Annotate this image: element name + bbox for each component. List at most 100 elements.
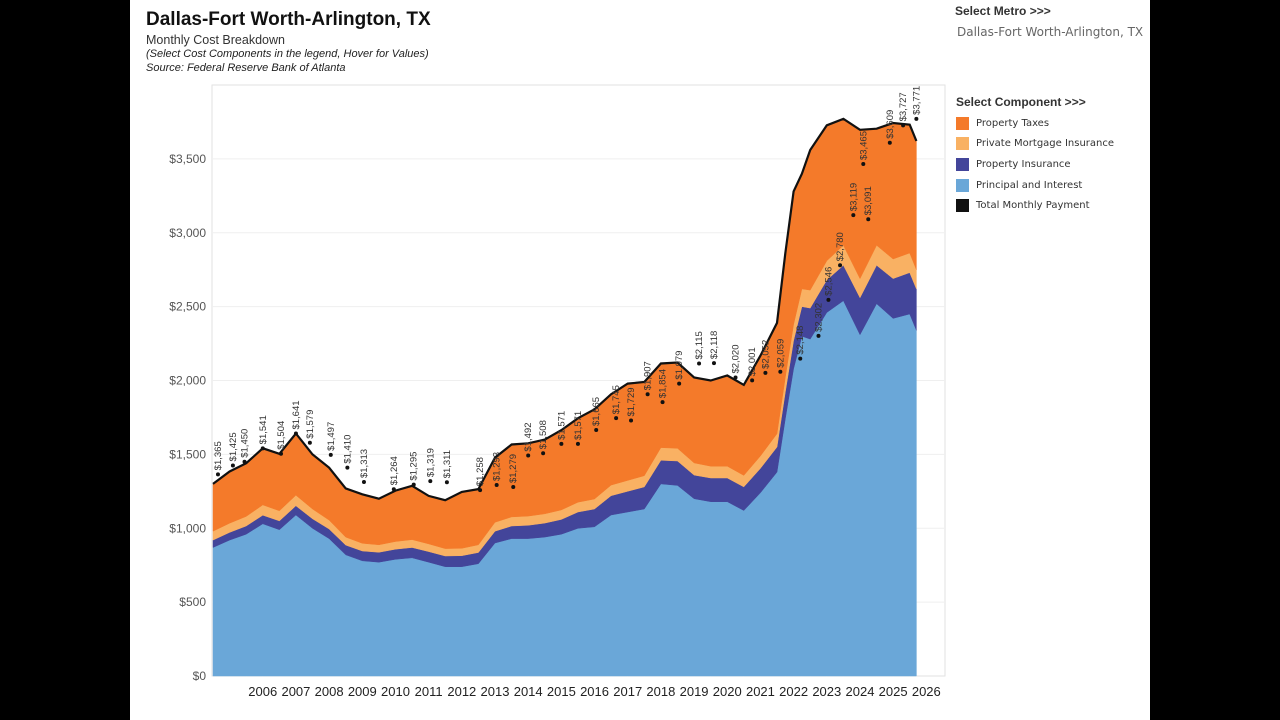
legend-item-principal-and-interest[interactable]: Principal and Interest (956, 175, 1114, 196)
legend-label: Property Insurance (976, 158, 1071, 170)
legend-swatch-property-taxes (956, 116, 969, 130)
data-label: $3,727 (898, 92, 909, 121)
data-label: $2,059 (775, 339, 786, 368)
data-label: $3,609 (885, 110, 896, 139)
legend-item-private-mortgage-insurance[interactable]: Private Mortgage Insurance (956, 134, 1114, 155)
data-label: $1,258 (475, 457, 486, 486)
data-label: $1,492 (523, 422, 534, 451)
stacked-area-chart: $0 $500 $1,000 $1,500 $2,000 $2,500 $3,000 $3,5… (169, 84, 946, 699)
data-label: $1,295 (409, 452, 420, 481)
data-label: $2,118 (709, 331, 720, 359)
data-label: $1,497 (326, 422, 337, 451)
data-label: $1,641 (291, 400, 302, 429)
total-payment-line (212, 117, 918, 502)
data-label: $2,546 (823, 267, 834, 296)
total-point-marker (629, 418, 634, 423)
data-label: $1,410 (342, 435, 353, 464)
x-tick-label: 2008 (315, 684, 344, 699)
y-tick-label: $0 (193, 669, 207, 683)
data-label: $1,541 (258, 415, 269, 444)
total-point-marker (361, 480, 366, 485)
data-label: $2,148 (795, 326, 806, 355)
y-tick-label: $1,000 (169, 521, 206, 535)
data-label: $1,319 (425, 448, 436, 477)
data-label: $1,264 (389, 456, 400, 485)
data-label: $2,115 (694, 331, 705, 359)
data-label: $1,745 (611, 385, 622, 414)
total-point-marker (478, 488, 483, 493)
legend-item-total-monthly-payment[interactable]: Total Monthly Payment (956, 195, 1114, 216)
x-tick-label: 2018 (646, 684, 675, 699)
data-label: $1,279 (508, 454, 519, 483)
page-subtitle: Monthly Cost Breakdown (146, 33, 285, 47)
total-point-marker (750, 378, 755, 383)
data-label: $2,052 (760, 340, 771, 369)
data-label: $1,425 (228, 432, 239, 461)
y-tick-label: $2,000 (169, 374, 206, 388)
legend-item-property-insurance[interactable]: Property Insurance (956, 154, 1114, 175)
legend-swatch-property-insurance (956, 157, 969, 171)
total-point-marker (733, 375, 738, 380)
data-label: $3,771 (911, 86, 922, 115)
data-label: $1,979 (674, 351, 685, 380)
x-tick-label: 2024 (846, 684, 875, 699)
total-point-marker (614, 416, 619, 421)
total-point-marker (816, 333, 821, 338)
total-point-marker (293, 431, 298, 436)
x-tick-label: 2021 (746, 684, 775, 699)
data-label: $1,293 (492, 452, 503, 481)
legend-label: Principal and Interest (976, 179, 1083, 191)
y-tick-label: $3,500 (169, 152, 206, 166)
total-point-marker (328, 452, 333, 457)
total-point-marker (901, 123, 906, 128)
legend-label: Property Taxes (976, 117, 1050, 129)
y-tick-label: $500 (179, 595, 206, 609)
x-tick-label: 2011 (415, 684, 443, 699)
component-legend: Select Component >>> Property Taxes Priv… (956, 95, 1114, 216)
y-tick-label: $2,500 (169, 300, 206, 314)
data-label: $1,450 (240, 429, 251, 458)
x-tick-label: 2016 (580, 684, 609, 699)
legend-swatch-pmi (956, 137, 969, 151)
page-title: Dallas-Fort Worth-Arlington, TX (146, 9, 431, 30)
total-point-marker (230, 463, 235, 468)
x-tick-label: 2014 (514, 684, 543, 699)
x-tick-label: 2012 (447, 684, 476, 699)
select-metro-label: Select Metro >>> (955, 4, 1051, 18)
x-tick-label: 2017 (613, 684, 642, 699)
data-label: $1,571 (556, 411, 567, 440)
x-tick-label: 2013 (481, 684, 510, 699)
total-point-marker (826, 297, 831, 302)
total-point-marker (851, 213, 856, 218)
x-tick-label: 2020 (713, 684, 742, 699)
data-label: $2,001 (747, 347, 758, 376)
data-label: $3,091 (863, 186, 874, 215)
data-label: $1,508 (538, 420, 549, 449)
metro-selector[interactable]: Dallas-Fort Worth-Arlington, TX (957, 25, 1144, 39)
data-label: $1,313 (359, 449, 370, 478)
total-point-marker (778, 369, 783, 374)
y-tick-label: $1,500 (169, 447, 206, 461)
y-tick-label: $3,000 (169, 226, 206, 240)
x-tick-label: 2015 (547, 684, 576, 699)
total-point-marker (345, 465, 350, 470)
x-tick-label: 2023 (812, 684, 841, 699)
total-point-marker (526, 453, 531, 458)
total-point-marker (866, 217, 871, 222)
x-tick-label: 2007 (281, 684, 310, 699)
legend-item-property-taxes[interactable]: Property Taxes (956, 113, 1114, 134)
legend-swatch-total (956, 199, 969, 213)
total-point-marker (763, 370, 768, 375)
data-label: $1,854 (658, 369, 669, 398)
source-note: Source: Federal Reserve Bank of Atlanta (146, 62, 346, 74)
legend-title: Select Component >>> (956, 95, 1086, 109)
total-point-marker (494, 482, 499, 487)
total-point-marker (559, 441, 564, 446)
x-tick-label: 2010 (381, 684, 410, 699)
total-point-marker (391, 487, 396, 492)
legend-swatch-principal-interest (956, 178, 969, 192)
total-point-marker (660, 400, 665, 405)
data-label: $1,729 (626, 387, 637, 416)
total-point-marker (914, 116, 919, 121)
total-point-marker (541, 451, 546, 456)
